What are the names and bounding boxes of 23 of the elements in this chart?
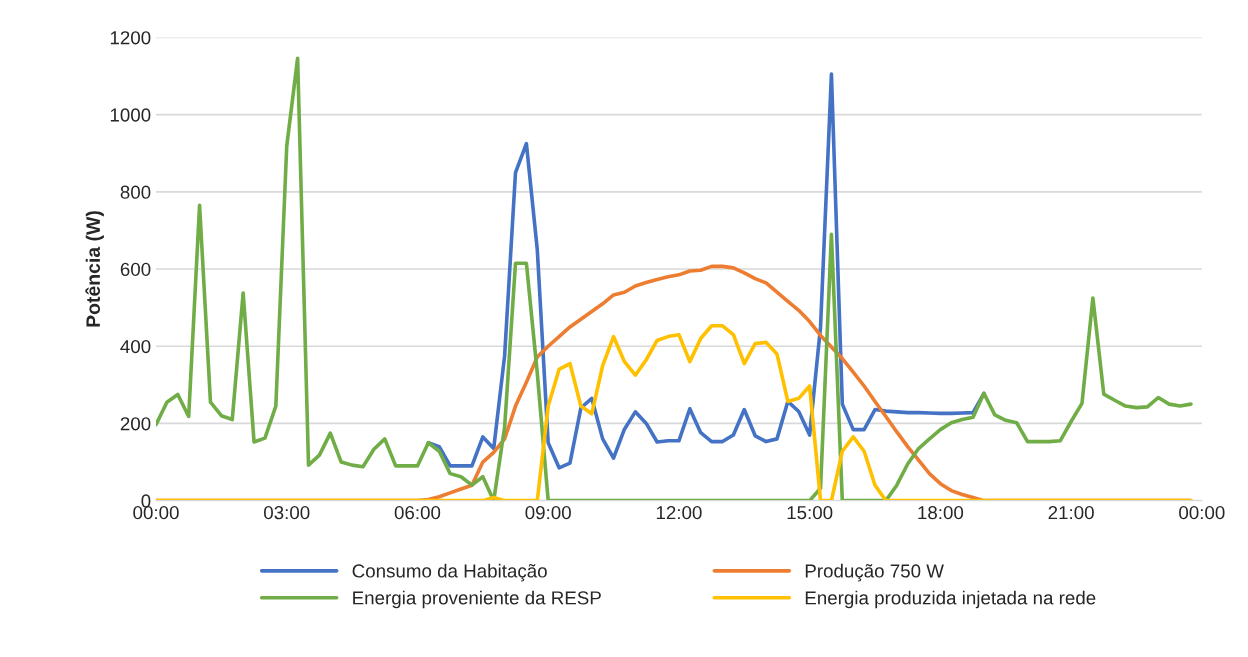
y-tick-label: 0 — [141, 494, 151, 508]
legend-label: Produção 750 W — [805, 563, 944, 582]
y-tick-label: 400 — [120, 339, 151, 354]
x-tick-label: 21:00 — [1048, 505, 1094, 520]
x-tick-label: 03:00 — [264, 505, 310, 520]
line-series — [156, 56, 1193, 501]
x-tick-label: 18:00 — [918, 505, 964, 520]
x-tick-label: 15:00 — [787, 505, 833, 520]
x-tick-label: 00:00 — [1179, 505, 1225, 520]
line-series — [156, 323, 1193, 501]
x-tick-label: 12:00 — [656, 505, 702, 520]
x-tick-label: 00:00 — [133, 505, 179, 520]
y-tick-label: 1200 — [110, 31, 151, 45]
legend-label: Energia proveniente da RESP — [353, 590, 601, 609]
y-tick-label: 200 — [120, 417, 151, 431]
y-tick-label: 800 — [120, 185, 151, 199]
y-axis-title: Potência (W) — [85, 211, 104, 327]
legend-label: Consumo da Habitação — [352, 563, 547, 582]
x-tick-label: 09:00 — [525, 505, 571, 520]
x-tick-label: 06:00 — [394, 505, 441, 520]
y-tick-label: 1000 — [110, 108, 151, 122]
y-tick-label: 600 — [120, 262, 151, 277]
legend-label: Energia produzida injetada na rede — [805, 590, 1096, 609]
